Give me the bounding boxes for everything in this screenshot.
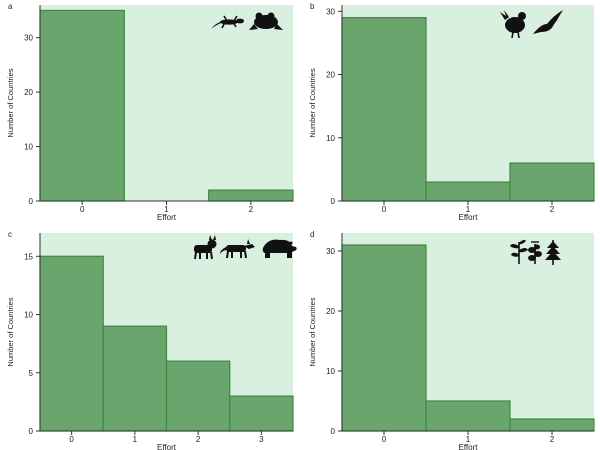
x-tick-label: 1	[466, 435, 471, 444]
panel-label: d	[310, 230, 314, 239]
x-axis-label: Effort	[459, 443, 479, 450]
x-tick-label: 0	[382, 205, 387, 214]
x-tick-label: 2	[196, 435, 201, 444]
y-tick-label: 0	[29, 197, 34, 206]
y-tick-label: 5	[29, 369, 34, 378]
y-axis-label: Number of Countries	[6, 68, 15, 137]
eagle-icon	[533, 10, 563, 34]
y-tick-label: 30	[326, 247, 335, 256]
x-tick-label: 1	[466, 205, 471, 214]
bar-0	[39, 9, 125, 202]
y-tick-label: 10	[24, 311, 33, 320]
y-tick-label: 20	[326, 71, 335, 80]
x-tick-label: 1	[164, 205, 169, 214]
y-axis-label: Number of Countries	[308, 68, 317, 137]
bar-1	[425, 400, 511, 432]
panel-label: c	[8, 230, 12, 239]
chart-panel-d: 0 10 20 30 0 1 2 Effort Number of Countries d	[308, 230, 595, 450]
y-tick-label: 0	[331, 197, 336, 206]
lizard-icon	[211, 15, 244, 29]
y-tick-label: 0	[331, 427, 336, 436]
y-tick-label: 20	[24, 88, 33, 97]
herb-icon	[528, 241, 542, 264]
y-axis-label: Number of Countries	[6, 297, 15, 366]
bar-2	[208, 189, 294, 202]
y-tick-label: 30	[24, 34, 33, 43]
plant-icon	[510, 239, 528, 264]
bear-icon	[262, 239, 297, 258]
wolf-icon	[220, 239, 255, 259]
x-axis-label: Effort	[459, 213, 479, 222]
bar-2	[509, 162, 595, 202]
x-tick-label: 2	[550, 435, 555, 444]
y-tick-label: 10	[326, 367, 335, 376]
grouse-icon	[500, 10, 526, 39]
bar-2	[165, 360, 231, 432]
x-tick-label: 2	[550, 205, 555, 214]
tree-icon	[545, 240, 561, 265]
y-tick-label: 10	[326, 134, 335, 143]
bar-1	[425, 181, 511, 202]
y-tick-label: 30	[326, 7, 335, 16]
x-tick-label: 1	[133, 435, 138, 444]
bar-0	[341, 17, 427, 202]
bar-1	[102, 325, 168, 432]
x-tick-label: 0	[69, 435, 74, 444]
panel-label: b	[310, 2, 315, 11]
y-tick-label: 15	[24, 252, 33, 261]
panel-label: a	[8, 2, 13, 11]
y-axis-label: Number of Countries	[308, 297, 317, 366]
chart-panel-c: 0 5 10 15 0 1 2 3 Effort Number of Countries c	[6, 230, 297, 450]
bar-3	[229, 395, 294, 432]
y-tick-label: 20	[326, 307, 335, 316]
bar-2	[509, 418, 595, 432]
chart-panel-b: 0 10 20 30 0 1 2 Effort Number of Countries b	[308, 2, 595, 222]
x-tick-label: 0	[80, 205, 85, 214]
y-tick-label: 0	[29, 427, 34, 436]
bar-0	[39, 255, 104, 432]
y-tick-label: 10	[24, 143, 33, 152]
bar-0	[341, 244, 427, 432]
x-tick-label: 3	[259, 435, 264, 444]
x-tick-label: 2	[249, 205, 254, 214]
frog-icon	[249, 12, 283, 30]
chart-panel-a: 0 10 20 30 0 1 2 Effort Number of Countries a	[6, 2, 294, 222]
x-axis-label: Effort	[157, 213, 177, 222]
x-axis-label: Effort	[157, 443, 177, 450]
lynx-icon	[194, 235, 217, 260]
x-tick-label: 0	[382, 435, 387, 444]
